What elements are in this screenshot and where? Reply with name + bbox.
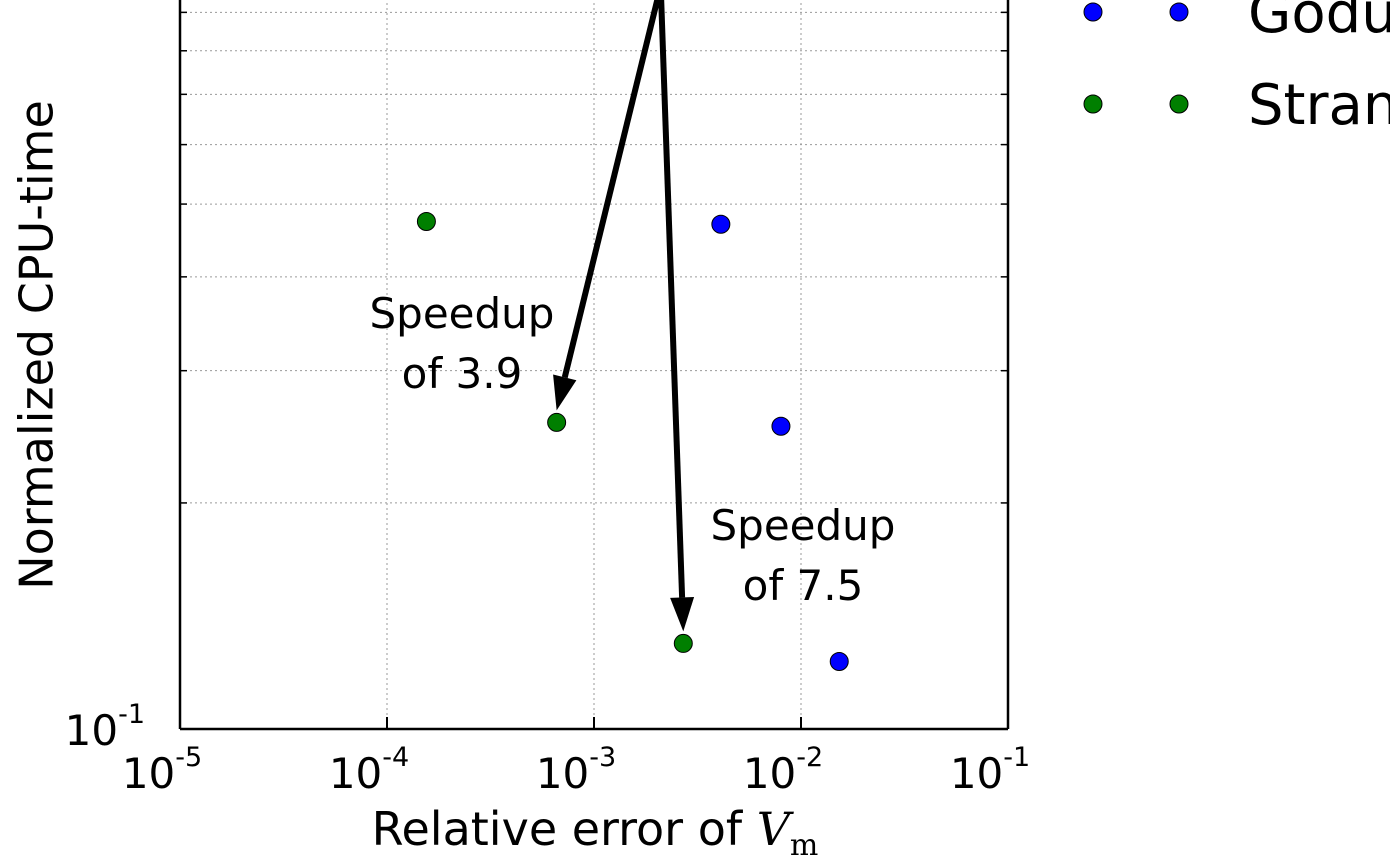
legend-marker [1083, 2, 1103, 22]
annotation-text: of 3.9 [402, 349, 523, 398]
x-tick-label: 10-4 [329, 742, 409, 798]
annotation-arrow-shaft [658, 0, 686, 598]
annotations: Speedup of 3.9 Speedup of 7.5 [370, 289, 896, 610]
data-point-stran [547, 412, 567, 432]
x-axis-label: Relative error of Vm [372, 802, 819, 855]
data-point-stran [416, 211, 436, 231]
data-point-godu [829, 651, 849, 671]
legend-marker [1169, 94, 1189, 114]
x-tick-label: 10-1 [950, 742, 1030, 798]
legend: Godu Stran [1083, 0, 1390, 138]
y-tick-label: 100 [74, 0, 145, 4]
x-tick-label: 10-5 [122, 742, 202, 798]
annotation-arrows [553, 0, 695, 632]
legend-label: Stran [1248, 73, 1390, 138]
annotation-text: Speedup [711, 501, 896, 550]
annotation-text: of 7.5 [743, 561, 864, 610]
data-point-stran [673, 633, 693, 653]
x-tick-label: 10-2 [743, 742, 823, 798]
y-tick-labels: 10-1 100 [65, 0, 145, 755]
axes [178, 0, 1010, 731]
legend-label: Godu [1248, 0, 1390, 46]
x-tick-labels: 10-5 10-4 10-3 10-2 10-1 [122, 742, 1030, 798]
legend-marker [1083, 94, 1103, 114]
data-point-godu [771, 416, 791, 436]
annotation-arrow-shaft [561, 0, 661, 379]
annotation-arrow-head [670, 597, 695, 632]
y-axis-label: Normalized CPU-time [10, 100, 64, 590]
annotation-arrow-head [553, 374, 577, 411]
y-tick-label: 10-1 [65, 699, 145, 755]
data-point-godu [711, 214, 731, 234]
legend-marker [1169, 2, 1189, 22]
x-tick-label: 10-3 [536, 742, 616, 798]
data-points [416, 211, 849, 671]
grid [179, 0, 1009, 730]
annotation-text: Speedup [370, 289, 555, 338]
